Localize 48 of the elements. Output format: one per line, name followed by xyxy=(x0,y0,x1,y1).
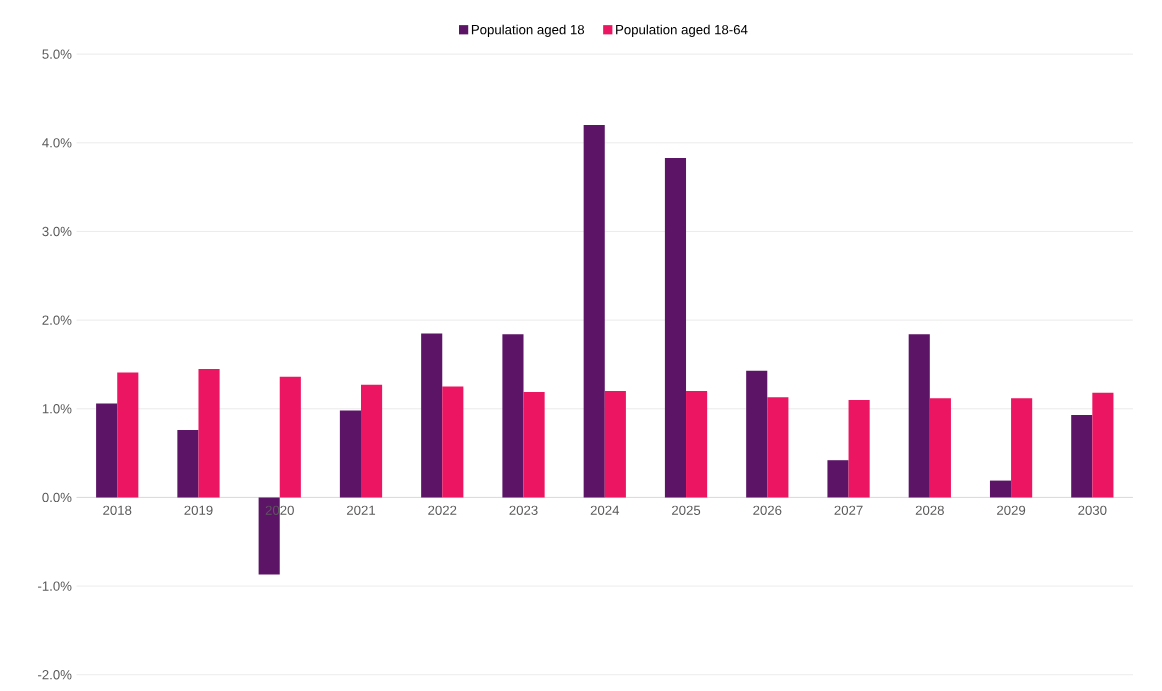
bar xyxy=(421,333,443,498)
bar xyxy=(827,460,849,498)
x-tick-label: 2030 xyxy=(1078,505,1107,516)
y-tick-label: 1.0% xyxy=(42,404,72,414)
bar xyxy=(502,334,524,498)
bar xyxy=(604,391,626,498)
bar xyxy=(664,158,687,498)
bar xyxy=(361,385,383,498)
bar xyxy=(523,392,545,498)
bar xyxy=(583,125,605,498)
x-tick-label: 2019 xyxy=(184,505,213,516)
bar xyxy=(198,369,220,498)
bar xyxy=(686,391,708,498)
bar xyxy=(848,400,870,498)
y-tick-label: 3.0% xyxy=(42,226,72,237)
bar xyxy=(746,370,768,498)
bar xyxy=(1092,393,1114,498)
y-tick-label: 2.0% xyxy=(42,315,72,325)
bar xyxy=(279,377,301,498)
bar xyxy=(1011,398,1033,498)
legend-label: Population aged 18-64 xyxy=(616,24,748,38)
y-tick-label: 5.0% xyxy=(42,49,72,60)
x-tick-label: 2026 xyxy=(753,505,782,516)
bar xyxy=(989,480,1012,498)
bar xyxy=(177,430,199,498)
y-tick-label: 0.0% xyxy=(42,492,72,503)
x-tick-label: 2029 xyxy=(997,505,1026,516)
bar xyxy=(96,403,118,498)
bar xyxy=(929,398,951,498)
x-tick-label: 2022 xyxy=(428,505,457,516)
x-tick-label: 2020 xyxy=(265,505,294,516)
x-tick-label: 2025 xyxy=(672,505,701,516)
bar xyxy=(1071,415,1093,498)
x-tick-label: 2021 xyxy=(346,505,376,516)
bar xyxy=(117,372,139,498)
y-tick-label: 4.0% xyxy=(42,138,72,148)
legend-label: Population aged 18 xyxy=(471,24,585,38)
bar xyxy=(767,397,789,498)
y-tick-label: -1.0% xyxy=(38,581,72,591)
bar xyxy=(442,386,464,498)
x-tick-label: 2018 xyxy=(103,505,132,516)
x-tick-label: 2023 xyxy=(509,505,538,516)
bar xyxy=(339,410,361,498)
x-tick-label: 2024 xyxy=(590,505,620,516)
x-tick-label: 2027 xyxy=(834,505,863,516)
y-tick-label: -2.0% xyxy=(38,670,72,680)
bar xyxy=(908,334,930,498)
x-tick-label: 2028 xyxy=(915,505,944,516)
